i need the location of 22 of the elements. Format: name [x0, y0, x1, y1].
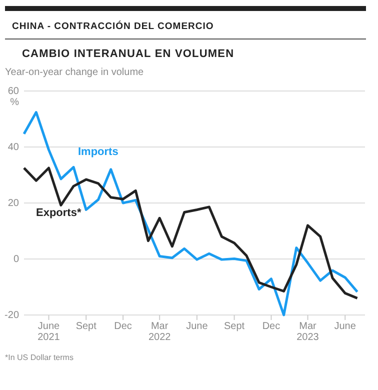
y-tick-label: 60 % [8, 86, 20, 108]
line-series [22, 166, 359, 300]
line-series [22, 111, 359, 316]
x-tick-label: Sept [76, 321, 97, 332]
x-tick-label: Dec [262, 321, 280, 332]
x-tick-label: Sept [224, 321, 245, 332]
y-tick-label: -20 [4, 310, 20, 321]
series-label: Imports [78, 146, 118, 158]
x-tick-label: Dec [114, 321, 132, 332]
chart-title: CHINA - CONTRACCIÓN DEL COMERCIO [12, 20, 214, 32]
x-tick-label: Mar 2023 [296, 321, 320, 343]
x-tick-label: June [334, 321, 356, 332]
x-tick-label: June [186, 321, 208, 332]
chart-subtitle: CAMBIO INTERANUAL EN VOLUMEN [22, 48, 234, 60]
x-tick-label: Mar 2022 [148, 321, 172, 343]
y-tick-label: 20 [8, 198, 20, 209]
y-tick-label: 0 [13, 254, 20, 265]
y-axis-title: Year-on-year change in volume [5, 67, 144, 78]
series-label: Exports* [36, 207, 82, 219]
y-tick-label: 40 [8, 142, 20, 153]
x-tick-label: June 2021 [38, 321, 60, 343]
text: *In US Dollar terms [5, 353, 74, 362]
